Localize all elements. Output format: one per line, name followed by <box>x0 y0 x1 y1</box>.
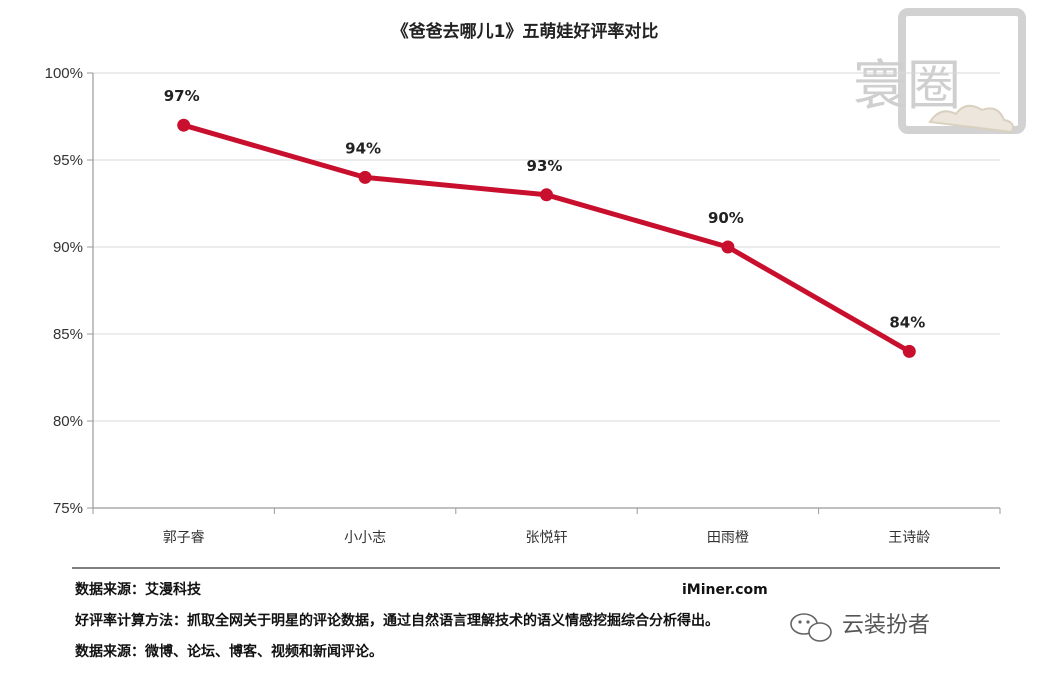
logo-box <box>898 8 1026 134</box>
grid-lines <box>93 72 1000 422</box>
data-point <box>902 344 916 358</box>
data-label: 84% <box>889 313 925 331</box>
x-tick-label: 张悦轩 <box>526 530 568 546</box>
data-point <box>358 170 372 184</box>
data-point <box>540 188 553 202</box>
y-tick-labels: 75% 80% 85% 90% 95% 100% <box>45 65 83 517</box>
x-tick-label: 王诗龄 <box>888 530 930 546</box>
cloud-icon <box>928 104 1014 134</box>
wechat-icon <box>790 613 832 642</box>
x-tick-label: 田雨橙 <box>707 530 749 546</box>
y-tick-label: 90% <box>53 239 83 256</box>
data-labels: 97% 94% 93% 90% 84% <box>164 87 926 331</box>
data-label: 97% <box>164 87 200 105</box>
data-point <box>721 240 735 254</box>
data-label: 90% <box>708 209 744 227</box>
data-point <box>177 118 191 132</box>
wechat-watermark: 云装扮者 <box>790 613 930 642</box>
x-tick-label: 郭子睿 <box>163 529 205 546</box>
axes <box>87 72 1001 514</box>
y-tick-label: 100% <box>45 65 83 82</box>
y-tick-label: 80% <box>53 413 83 430</box>
x-tick-label: 小小志 <box>344 530 386 546</box>
wechat-account-name: 云装扮者 <box>842 613 930 638</box>
logo-text: 寰圈 <box>853 54 961 117</box>
watermark-logo: 寰圈 <box>853 8 1026 134</box>
footer-source-2: 数据来源：微博、论坛、博客、视频和新闻评论。 <box>75 643 383 660</box>
footer-source-1: 数据来源：艾漫科技 <box>75 581 202 598</box>
footer-site: iMiner.com <box>682 582 768 598</box>
chart-title: 《爸爸去哪儿1》五萌娃好评率对比 <box>392 21 659 42</box>
data-label: 94% <box>345 139 381 157</box>
data-points <box>177 118 916 358</box>
y-tick-label: 85% <box>53 326 83 343</box>
y-tick-label: 95% <box>53 152 83 169</box>
data-label: 93% <box>527 157 563 175</box>
y-tick-label: 75% <box>53 500 83 517</box>
x-tick-labels: 郭子睿 小小志 张悦轩 田雨橙 王诗龄 <box>163 529 931 546</box>
footer-method: 好评率计算方法：抓取全网关于明星的评论数据，通过自然语言理解技术的语义情感挖掘综… <box>74 612 719 629</box>
